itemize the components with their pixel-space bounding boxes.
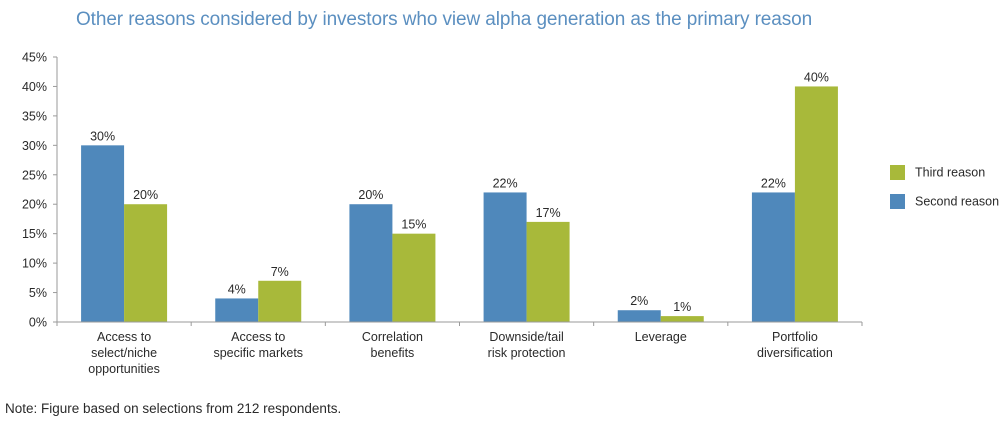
legend-item-second: Second reason — [890, 194, 1000, 210]
bar-second-2 — [349, 204, 393, 322]
bar-second-3 — [483, 192, 527, 322]
data-label: 1% — [673, 300, 691, 314]
legend-label-third: Third reason — [915, 165, 986, 180]
legend-swatch-third — [890, 165, 905, 181]
x-category-label: Portfolio — [772, 330, 818, 344]
x-category-label: Leverage — [635, 330, 687, 344]
y-tick-label: 45% — [22, 51, 47, 65]
x-category-label: opportunities — [88, 362, 160, 376]
y-tick-label: 20% — [22, 198, 47, 212]
y-tick-label: 0% — [29, 316, 47, 330]
bar-second-5 — [751, 192, 795, 322]
x-category-label: select/niche — [91, 346, 157, 360]
y-tick-label: 30% — [22, 139, 47, 153]
chart-title: Other reasons considered by investors wh… — [76, 9, 813, 30]
bar-third-4 — [660, 316, 704, 322]
x-category-label: specific markets — [213, 346, 303, 360]
data-label: 20% — [133, 188, 158, 202]
legend-label-second: Second reason — [915, 194, 1000, 209]
data-label: 22% — [493, 176, 518, 190]
data-label: 7% — [271, 265, 289, 279]
bar-third-1 — [258, 280, 302, 322]
bar-third-3 — [526, 221, 570, 322]
bar-third-0 — [124, 204, 168, 322]
data-label: 20% — [358, 188, 383, 202]
y-tick-label: 35% — [22, 109, 47, 123]
y-tick-label: 10% — [22, 257, 47, 271]
legend-swatch-second — [890, 194, 905, 210]
x-category-label: diversification — [757, 346, 833, 360]
legend-item-third: Third reason — [890, 165, 986, 181]
footnote: Note: Figure based on selections from 21… — [5, 401, 342, 416]
y-tick-label: 25% — [22, 168, 47, 182]
data-label: 17% — [536, 206, 561, 220]
bar-second-1 — [215, 298, 259, 322]
y-tick-label: 5% — [29, 286, 47, 300]
data-label: 40% — [804, 70, 829, 84]
bar-second-0 — [81, 145, 125, 322]
x-category-label: Access to — [97, 330, 151, 344]
data-label: 4% — [228, 282, 246, 296]
x-category-label: Downside/tail — [489, 330, 563, 344]
data-label: 15% — [401, 218, 426, 232]
x-category-label: Correlation — [362, 330, 423, 344]
y-tick-label: 15% — [22, 227, 47, 241]
y-tick-label: 40% — [22, 80, 47, 94]
data-label: 22% — [761, 176, 786, 190]
x-category-label: risk protection — [488, 346, 566, 360]
bar-third-5 — [794, 86, 838, 322]
x-category-label: benefits — [371, 346, 415, 360]
x-category-label: Access to — [231, 330, 285, 344]
data-label: 2% — [630, 294, 648, 308]
bar-second-4 — [617, 310, 661, 322]
data-label: 30% — [90, 129, 115, 143]
bar-third-2 — [392, 233, 436, 322]
